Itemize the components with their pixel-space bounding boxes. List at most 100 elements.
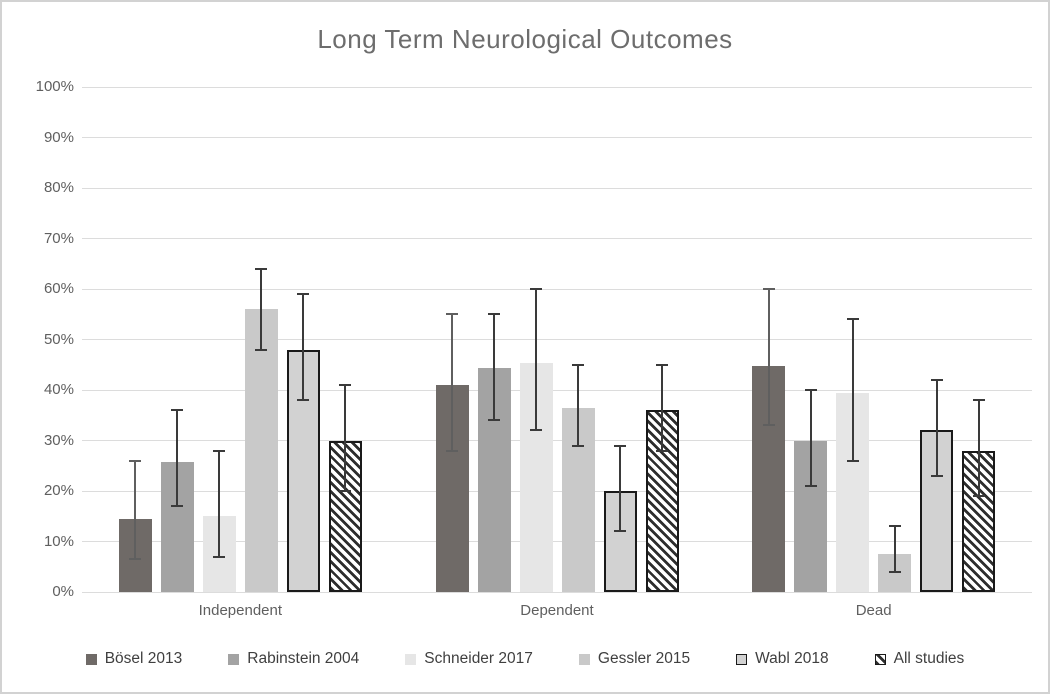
error-bar-cap-high-all-studies-dead: [972, 399, 985, 402]
legend-item-gessler-2015: Gessler 2015: [578, 650, 691, 668]
bar-wabl-2018-independent: [286, 349, 320, 592]
legend-item-all-studies: All studies: [874, 650, 965, 668]
error-bar-line-wabl-2018-dead: [935, 379, 938, 476]
error-bar-cap-low-schneider-2017-dead: [846, 459, 859, 462]
x-axis: Independent Dependent Dead: [82, 602, 1032, 626]
legend-label-all-studies: All studies: [893, 650, 965, 667]
y-tick-label-50: 50%: [43, 330, 74, 348]
error-bar-cap-low-all-studies-independent: [339, 490, 352, 492]
legend: Bösel 2013 Rabinstein 2004 Schneider 2017 G…: [2, 650, 1048, 668]
legend-label-b-sel-2013: Bösel 2013: [104, 650, 183, 667]
error-bar-cap-low-gessler-2015-independent: [255, 348, 268, 351]
error-bar-cap-high-schneider-2017-independent: [213, 449, 226, 452]
error-bar-cap-high-gessler-2015-independent: [255, 267, 268, 270]
error-bar-cap-high-all-studies-dependent: [656, 363, 668, 366]
error-bar-cap-high-rabinstein-2004-independent: [171, 409, 184, 412]
error-bar-line-all-studies-independent: [344, 384, 347, 491]
legend-item-schneider-2017: Schneider 2017: [405, 650, 533, 668]
y-tick-label-100: 100%: [35, 78, 74, 95]
error-bar-cap-high-all-studies-independent: [339, 383, 352, 386]
error-bar-line-all-studies-dead: [977, 400, 980, 497]
legend-swatch-wabl-2018: [736, 653, 748, 665]
gridline-10: [82, 541, 1032, 542]
y-tick-label-0: 0%: [52, 583, 74, 600]
error-bar-line-rabinstein-2004-dead: [809, 390, 812, 486]
error-bar-cap-low-b-sel-2013-dead: [762, 424, 775, 427]
error-bar-cap-low-b-sel-2013-independent: [129, 558, 142, 561]
y-tick-label-70: 70%: [43, 229, 74, 247]
gridline-80: [82, 187, 1032, 189]
error-bar-line-gessler-2015-independent: [260, 268, 263, 350]
error-bar-cap-high-schneider-2017-dead: [846, 318, 859, 321]
legend-item-b-sel-2013: Bösel 2013: [85, 650, 183, 668]
chart-title: Long Term Neurological Outcomes: [317, 24, 733, 54]
error-bar-line-gessler-2015-dependent: [577, 364, 579, 446]
error-bar-line-b-sel-2013-dead: [767, 289, 770, 426]
bar-gessler-2015-independent: [244, 309, 278, 592]
plot-area: [82, 86, 1032, 593]
legend-swatch-b-sel-2013: [85, 653, 97, 665]
legend-label-rabinstein-2004: Rabinstein 2004: [247, 650, 360, 667]
gridline-100: [82, 86, 1032, 88]
error-bar-cap-low-all-studies-dead: [972, 495, 985, 498]
legend-swatch-rabinstein-2004: [228, 653, 240, 665]
error-bar-cap-high-wabl-2018-independent: [297, 293, 310, 296]
gridline-0: [82, 591, 1032, 593]
legend-swatch-schneider-2017: [405, 653, 417, 665]
legend-swatch-all-studies: [874, 653, 886, 665]
error-bar-cap-low-wabl-2018-independent: [297, 399, 310, 402]
y-tick-label-80: 80%: [43, 179, 74, 196]
error-bar-cap-high-rabinstein-2004-dependent: [488, 313, 500, 316]
error-bar-cap-high-schneider-2017-dependent: [530, 288, 542, 290]
error-bar-cap-low-schneider-2017-independent: [213, 555, 226, 558]
error-bar-cap-high-b-sel-2013-independent: [129, 459, 142, 462]
error-bar-line-b-sel-2013-independent: [134, 460, 137, 560]
error-bar-line-schneider-2017-dead: [851, 319, 854, 461]
error-bar-line-schneider-2017-dependent: [535, 289, 537, 431]
category-label-dead: Dead: [855, 602, 892, 619]
legend-item-wabl-2018: Wabl 2018: [736, 650, 829, 668]
error-bar-cap-low-all-studies-dependent: [656, 449, 668, 452]
legend-label-wabl-2018: Wabl 2018: [755, 650, 829, 667]
legend-item-rabinstein-2004: Rabinstein 2004: [228, 650, 359, 668]
error-bar-line-rabinstein-2004-dependent: [493, 314, 495, 421]
error-bar-line-all-studies-dependent: [661, 364, 663, 451]
gridline-20: [82, 490, 1032, 492]
error-bar-cap-high-wabl-2018-dead: [930, 378, 943, 381]
error-bar-line-wabl-2018-independent: [302, 294, 305, 401]
bar-all-studies-independent: [328, 440, 362, 592]
error-bar-line-schneider-2017-independent: [218, 450, 221, 557]
error-bar-cap-low-wabl-2018-dead: [930, 474, 943, 477]
gridline-70: [82, 238, 1032, 239]
error-bar-cap-low-rabinstein-2004-dead: [804, 484, 817, 487]
error-bar-line-wabl-2018-dependent: [619, 445, 621, 532]
error-bar-cap-high-wabl-2018-dependent: [614, 444, 626, 447]
error-bar-cap-low-gessler-2015-dependent: [572, 444, 584, 447]
error-bar-line-b-sel-2013-dependent: [451, 314, 453, 451]
error-bar-line-rabinstein-2004-independent: [176, 410, 179, 507]
error-bar-cap-low-gessler-2015-dead: [888, 570, 901, 573]
y-axis: 0% 10% 20% 30% 40% 50% 60% 70% 80% 90% 100%: [12, 78, 74, 600]
error-bar-cap-high-gessler-2015-dependent: [572, 363, 584, 366]
error-bar-cap-high-b-sel-2013-dependent: [446, 313, 458, 316]
y-tick-label-30: 30%: [43, 431, 74, 449]
error-bar-cap-low-b-sel-2013-dependent: [446, 449, 458, 452]
legend-label-schneider-2017: Schneider 2017: [424, 650, 533, 667]
gridline-60: [82, 288, 1032, 290]
legend-swatch-gessler-2015: [578, 653, 590, 665]
gridline-90: [82, 137, 1032, 138]
error-bar-cap-low-rabinstein-2004-dependent: [488, 419, 500, 422]
error-bar-cap-low-schneider-2017-dependent: [530, 429, 542, 432]
y-tick-label-10: 10%: [43, 532, 74, 550]
category-label-dependent: Dependent: [520, 602, 594, 619]
gridline-30: [82, 440, 1032, 441]
legend-label-gessler-2015: Gessler 2015: [597, 650, 691, 667]
y-tick-label-90: 90%: [43, 128, 74, 146]
error-bar-cap-low-wabl-2018-dependent: [614, 530, 626, 533]
y-tick-label-60: 60%: [43, 280, 74, 297]
error-bar-line-gessler-2015-dead: [893, 526, 896, 572]
error-bar-cap-high-b-sel-2013-dead: [762, 288, 775, 290]
y-tick-label-40: 40%: [43, 381, 74, 398]
error-bar-cap-high-gessler-2015-dead: [888, 525, 901, 528]
